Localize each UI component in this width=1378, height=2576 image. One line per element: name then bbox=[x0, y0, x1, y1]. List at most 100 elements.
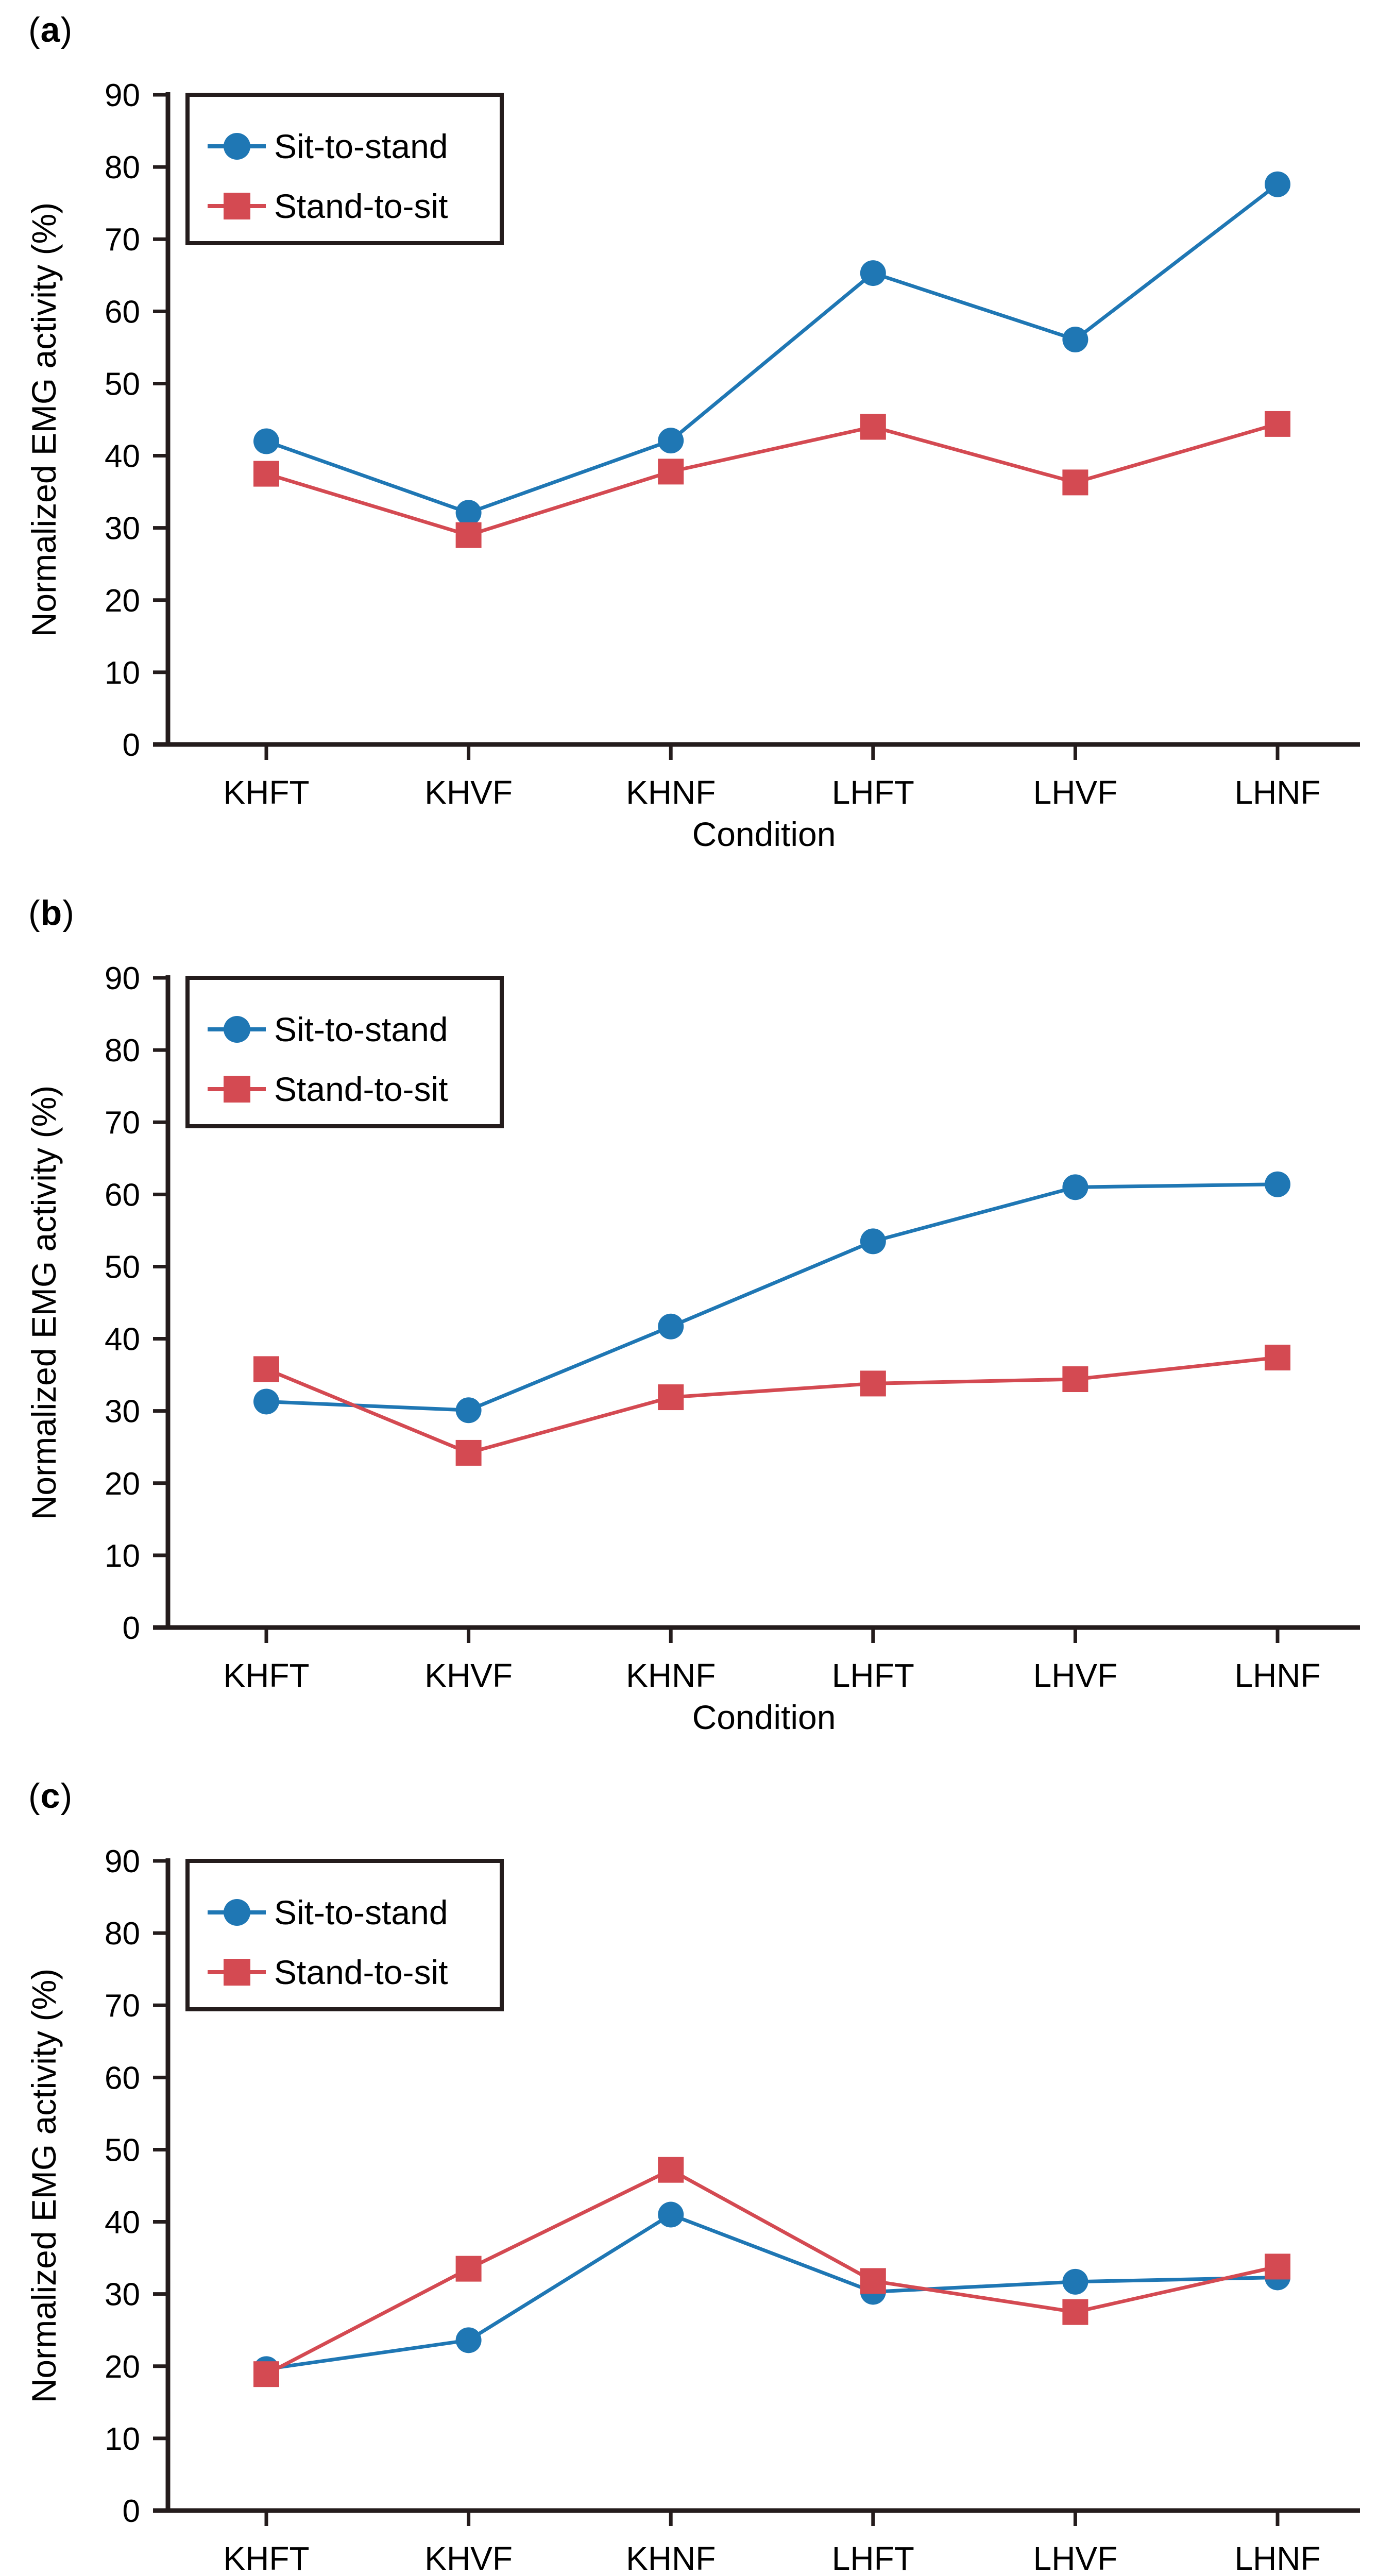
legend-label: Sit-to-stand bbox=[274, 1010, 448, 1048]
data-point-sit-to-stand bbox=[1062, 326, 1088, 352]
data-point-sit-to-stand bbox=[1062, 1174, 1088, 1200]
y-tick-label: 70 bbox=[105, 1988, 140, 2024]
panel-letter-b: b bbox=[40, 893, 63, 933]
data-point-stand-to-sit bbox=[1062, 2299, 1088, 2325]
y-tick-label: 0 bbox=[123, 2494, 140, 2529]
data-point-stand-to-sit bbox=[455, 1439, 482, 1466]
panel-label-b: (b) bbox=[28, 895, 75, 930]
y-tick-label: 80 bbox=[105, 150, 140, 185]
x-axis-title: Condition bbox=[692, 1698, 836, 1736]
y-tick-label: 10 bbox=[105, 655, 140, 691]
x-category-label: KHVF bbox=[424, 2540, 513, 2576]
y-tick-label: 20 bbox=[105, 583, 140, 619]
data-point-sit-to-stand bbox=[658, 428, 684, 454]
panel-c: (c) 0 10 20 30 40 50 60 70 80 90 KHFT KHVF KHNF LHFT L… bbox=[0, 1766, 1378, 2576]
y-tick-label: 40 bbox=[105, 2205, 140, 2241]
y-axis-title: Normalized EMG activity (%) bbox=[25, 202, 63, 637]
panel-letter-c: c bbox=[40, 1776, 61, 1816]
x-category-label: LHFT bbox=[832, 774, 914, 811]
y-tick-label: 40 bbox=[105, 1322, 140, 1358]
y-tick-label: 90 bbox=[105, 1844, 140, 1879]
data-point-sit-to-stand bbox=[1265, 1171, 1290, 1197]
data-point-sit-to-stand bbox=[455, 1397, 482, 1423]
legend-marker-circle-icon bbox=[224, 133, 250, 160]
y-tick-label: 20 bbox=[105, 1466, 140, 1502]
legend-label: Sit-to-stand bbox=[274, 1893, 448, 1931]
x-category-label: LHFT bbox=[832, 1657, 914, 1694]
data-point-stand-to-sit bbox=[860, 1370, 886, 1397]
data-point-stand-to-sit bbox=[455, 2256, 482, 2282]
legend-label: Stand-to-sit bbox=[274, 1953, 448, 1991]
panel-b: (b) 0 10 20 30 40 50 60 70 80 90 KHFT KHVF KHNF LHFT L… bbox=[0, 883, 1378, 1766]
y-axis-title: Normalized EMG activity (%) bbox=[25, 1086, 63, 1520]
y-tick-label: 90 bbox=[105, 961, 140, 996]
y-tick-label: 0 bbox=[123, 727, 140, 763]
y-tick-label: 30 bbox=[105, 511, 140, 547]
paren-close: ) bbox=[62, 893, 75, 933]
data-point-sit-to-stand bbox=[253, 428, 279, 454]
data-point-stand-to-sit bbox=[860, 414, 886, 440]
chart-a: 0 10 20 30 40 50 60 70 80 90 KHFT KHVF KHNF LHFT LHVF L… bbox=[25, 78, 1360, 853]
x-category-label: LHNF bbox=[1234, 774, 1320, 811]
x-category-label: KHFT bbox=[223, 2540, 309, 2576]
data-point-sit-to-stand bbox=[253, 1388, 279, 1415]
data-point-sit-to-stand bbox=[1062, 2268, 1088, 2295]
series-line-stand-to-sit bbox=[265, 2167, 1278, 2376]
y-axis-title: Normalized EMG activity (%) bbox=[25, 1969, 63, 2403]
y-tick-label: 80 bbox=[105, 1033, 140, 1069]
y-tick-label: 10 bbox=[105, 2421, 140, 2457]
y-tick-label: 0 bbox=[123, 1611, 140, 1646]
series-line-sit-to-stand bbox=[266, 1182, 1278, 1412]
y-tick-label: 50 bbox=[105, 1249, 140, 1285]
data-point-sit-to-stand bbox=[455, 2327, 482, 2353]
x-category-label: LHVF bbox=[1033, 2540, 1118, 2576]
y-tick-label: 30 bbox=[105, 2277, 140, 2313]
x-category-label: KHVF bbox=[424, 774, 513, 811]
data-point-stand-to-sit bbox=[1062, 469, 1088, 496]
y-tick-label: 60 bbox=[105, 1177, 140, 1213]
data-point-sit-to-stand bbox=[860, 1228, 886, 1255]
x-category-label: KHNF bbox=[626, 1657, 716, 1694]
paren-close: ) bbox=[60, 1776, 73, 1816]
data-point-stand-to-sit bbox=[658, 1384, 684, 1411]
data-point-stand-to-sit bbox=[253, 1356, 279, 1382]
paren-open: ( bbox=[28, 10, 41, 49]
paren-open: ( bbox=[28, 1776, 41, 1816]
legend-label: Stand-to-sit bbox=[274, 187, 448, 225]
data-point-sit-to-stand bbox=[1265, 171, 1290, 197]
series-line-sit-to-stand bbox=[265, 182, 1279, 515]
data-point-sit-to-stand bbox=[658, 1313, 684, 1340]
x-category-label: KHVF bbox=[424, 1657, 513, 1694]
x-category-label: LHVF bbox=[1033, 1657, 1118, 1694]
series-line-stand-to-sit bbox=[265, 422, 1278, 537]
x-category-label: LHFT bbox=[832, 2540, 914, 2576]
data-point-stand-to-sit bbox=[860, 2268, 886, 2294]
x-category-label: LHVF bbox=[1033, 774, 1118, 811]
data-point-stand-to-sit bbox=[253, 461, 279, 487]
data-point-stand-to-sit bbox=[1265, 2253, 1290, 2280]
y-tick-label: 50 bbox=[105, 366, 140, 402]
data-point-stand-to-sit bbox=[658, 459, 684, 485]
series-line-stand-to-sit bbox=[265, 1355, 1278, 1455]
legend-marker-square-icon bbox=[224, 1959, 250, 1986]
legend-box bbox=[185, 976, 504, 1128]
x-category-label: LHNF bbox=[1234, 2540, 1320, 2576]
panel-letter-a: a bbox=[40, 10, 61, 49]
panel-label-c: (c) bbox=[28, 1778, 73, 1814]
data-point-stand-to-sit bbox=[455, 522, 482, 548]
y-tick-label: 60 bbox=[105, 294, 140, 330]
x-category-label: LHNF bbox=[1234, 1657, 1320, 1694]
y-tick-label: 20 bbox=[105, 2349, 140, 2385]
y-tick-label: 10 bbox=[105, 1538, 140, 1574]
x-category-label: KHNF bbox=[626, 2540, 716, 2576]
legend-label: Sit-to-stand bbox=[274, 127, 448, 165]
y-tick-label: 70 bbox=[105, 222, 140, 258]
y-tick-label: 80 bbox=[105, 1916, 140, 1952]
chart-c: 0 10 20 30 40 50 60 70 80 90 KHFT KHVF KHNF LHFT LHVF L… bbox=[25, 1844, 1360, 2576]
x-axis-title: Condition bbox=[692, 815, 836, 853]
paren-close: ) bbox=[60, 10, 73, 49]
legend-marker-square-icon bbox=[224, 193, 250, 219]
x-category-label: KHFT bbox=[223, 774, 309, 811]
y-tick-label: 90 bbox=[105, 78, 140, 113]
